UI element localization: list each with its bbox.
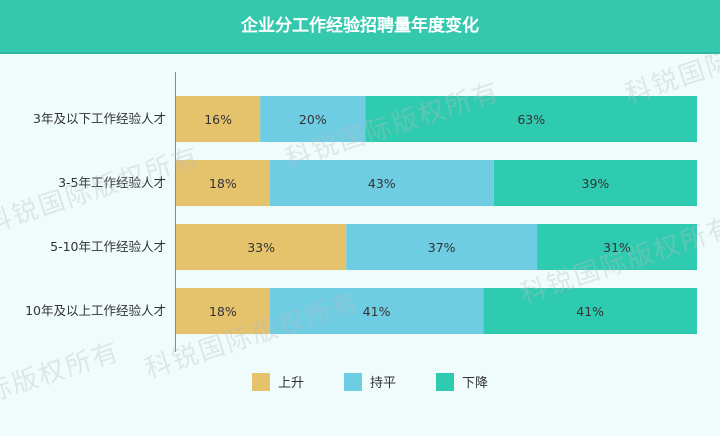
bar-segment — [365, 96, 697, 142]
bar-segment — [269, 288, 484, 334]
category-label: 3-5年工作经验人才 — [58, 175, 166, 190]
legend-item-flat: 持平 — [343, 372, 396, 391]
bar-segment — [176, 96, 261, 142]
data-label: 31% — [603, 240, 631, 255]
data-label: 63% — [517, 112, 545, 127]
data-label: 18% — [209, 176, 237, 191]
legend-label: 下降 — [462, 376, 489, 391]
legend-swatch — [343, 372, 362, 391]
bar-segment — [176, 224, 347, 270]
category-label: 3年及以下工作经验人才 — [33, 111, 166, 126]
data-label: 16% — [204, 112, 232, 127]
data-label: 20% — [299, 112, 327, 127]
data-label: 43% — [368, 176, 396, 191]
data-label: 33% — [247, 240, 275, 255]
data-label: 41% — [576, 304, 604, 319]
data-label: 41% — [363, 304, 391, 319]
legend-swatch — [436, 372, 454, 391]
bar-segment — [260, 96, 366, 142]
category-label: 10年及以上工作经验人才 — [25, 303, 166, 318]
data-label: 39% — [582, 176, 610, 191]
bar-segment — [493, 160, 697, 206]
legend-swatch — [251, 372, 270, 391]
legend-item-rise: 上升 — [251, 372, 304, 391]
legend-label: 上升 — [277, 376, 304, 391]
title-banner — [0, 0, 720, 54]
bar-segment — [346, 224, 538, 270]
bar-segment — [176, 288, 270, 334]
stacked-bar-chart: 3年及以下工作经验人才 16% 20% 63% 3-5年工作经验人才 18% 43% 39% 5… — [25, 72, 697, 352]
category-label: 5-10年工作经验人才 — [50, 239, 166, 254]
bar-segment — [537, 224, 697, 270]
data-label: 37% — [428, 240, 456, 255]
legend-item-fall: 下降 — [436, 372, 488, 391]
bar-segment — [176, 160, 270, 206]
bar-segment — [269, 160, 494, 206]
legend: 上升 持平 下降 — [10, 372, 720, 391]
bar-segment — [483, 288, 697, 334]
legend-label: 持平 — [369, 376, 396, 391]
chart-title: 企业分工作经验招聘量年度变化 — [241, 16, 479, 36]
data-label: 18% — [209, 304, 237, 319]
